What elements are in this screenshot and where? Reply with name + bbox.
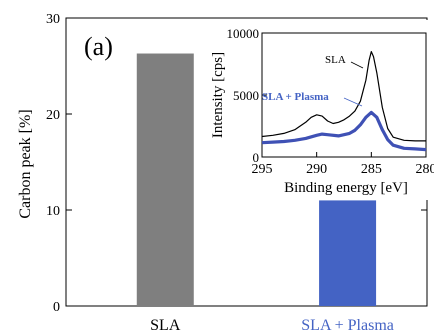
- panel-label: (a): [84, 32, 113, 61]
- inset-x-axis-label: Binding energy [eV]: [284, 180, 408, 196]
- series-line-sla-plasma: [261, 110, 427, 152]
- bar-sla: [136, 53, 194, 306]
- inset-x-tick-label: 285: [361, 162, 382, 177]
- annotation-sla-plasma-pointer: [343, 97, 363, 107]
- inset-y-axis-label: Intensity [cps]: [210, 52, 226, 138]
- inset-y-tick-label: 5000: [233, 88, 259, 103]
- main-y-tick-label: 20: [46, 108, 60, 123]
- annotation-sla-pointer: [350, 61, 364, 69]
- inset-background: [205, 20, 434, 200]
- main-x-tick-label: SLA + Plasma: [301, 317, 394, 334]
- inset-series-lines: [261, 50, 427, 152]
- inset-y-tick-label: 0: [253, 150, 260, 165]
- inset-y-ticks: 0 5000 10000: [227, 26, 267, 165]
- main-x-ticks: SLA SLA + Plasma: [150, 317, 394, 334]
- inset-x-ticks: 295 290 285 280: [252, 152, 434, 177]
- inset-y-tick-label: 10000: [227, 26, 260, 41]
- main-y-ticks: 0 10 20 30: [46, 12, 427, 315]
- bar-sla-plasma: [319, 200, 377, 306]
- main-y-tick-label: 10: [46, 204, 60, 219]
- annotation-sla-plasma: SLA + Plasma: [262, 91, 329, 103]
- inset-x-tick-label: 280: [416, 162, 434, 177]
- main-y-tick-label: 0: [53, 300, 60, 315]
- annotation-sla: SLA: [325, 54, 346, 66]
- xps-inset-chart: 0 5000 10000 295 290 285 280 Binding energy […: [205, 20, 434, 200]
- series-line-sla: [261, 50, 426, 142]
- inset-x-tick-label: 295: [252, 162, 273, 177]
- main-y-tick-label: 30: [46, 12, 60, 27]
- main-x-tick-label: SLA: [150, 317, 181, 334]
- main-y-axis-label: Carbon peak [%]: [17, 109, 34, 218]
- inset-x-tick-label: 290: [306, 162, 327, 177]
- main-bars: [136, 53, 377, 306]
